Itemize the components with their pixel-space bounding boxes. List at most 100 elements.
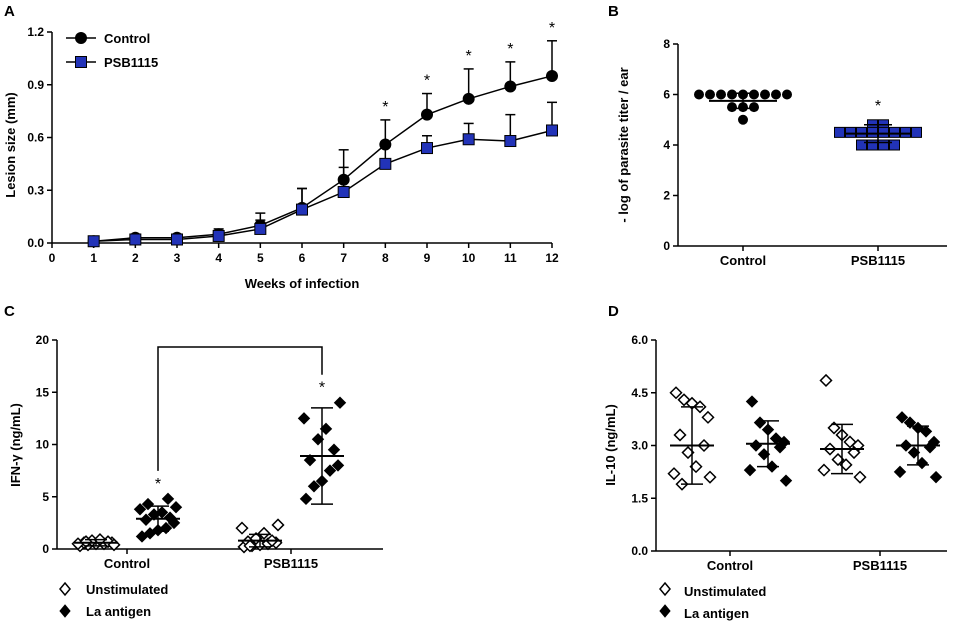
data-point-la-antigen (307, 480, 321, 493)
y-tick-label: 0 (663, 239, 670, 253)
y-tick-label: 0.0 (27, 236, 44, 250)
y-tick-label: 10 (36, 438, 50, 452)
y-tick-label: 1.5 (631, 491, 648, 505)
panel-c-ylabel: IFN-γ (ng/mL) (8, 403, 23, 487)
y-tick-label: 8 (663, 37, 670, 51)
data-point (834, 126, 845, 138)
significance-star: * (319, 380, 325, 397)
data-point-la-antigen (779, 474, 793, 487)
panel-a-x-ticks: 0 1 2 3 4 5 6 7 8 9 10 11 12 (49, 243, 559, 265)
data-point-la-antigen (893, 465, 907, 479)
data-point-control (379, 138, 392, 151)
panel-a-y-ticks: 0.0 0.3 0.6 0.9 1.2 (27, 25, 52, 250)
data-point (911, 126, 922, 138)
panel-c-label: C (4, 303, 15, 320)
data-point-unstimulated (819, 373, 833, 388)
data-point (727, 89, 737, 100)
panel-d-label: D (608, 303, 619, 320)
significance-star: * (549, 20, 555, 37)
data-point (705, 89, 715, 100)
filled-diamond-icon (659, 604, 671, 618)
data-point (878, 126, 889, 138)
data-point-la-antigen (929, 470, 943, 484)
y-tick-label: 3.0 (631, 439, 648, 453)
data-point-la-antigen (743, 463, 757, 477)
panel-b-x-ticks: Control PSB1115 (720, 246, 905, 268)
data-point (845, 126, 856, 138)
panel-c-legend: Unstimulated La antigen (59, 581, 168, 619)
data-point-la-antigen (753, 416, 767, 429)
y-tick-label: 6.0 (631, 333, 648, 347)
data-point (889, 139, 900, 151)
panel-c-plot: ** (71, 346, 347, 554)
legend-psb1115: PSB1115 (104, 55, 158, 70)
data-point (782, 89, 792, 100)
legend-la-antigen: La antigen (86, 604, 151, 619)
data-point-unstimulated (847, 445, 861, 460)
x-tick-label: 10 (462, 251, 476, 265)
x-tick-label: 6 (299, 251, 306, 265)
filled-diamond-icon (59, 604, 71, 618)
y-tick-label: 0 (42, 542, 49, 556)
panel-b-ylabel: - log of parasite titer / ear (616, 67, 631, 222)
panel-c-y-ticks: 0 5 10 15 20 (36, 333, 57, 556)
data-point-unstimulated (827, 421, 841, 435)
panel-b: B - log of parasite titer / ear 0 2 4 6 8 Co… (608, 3, 947, 268)
panel-d-y-ticks: 0.0 1.5 3.0 4.5 6.0 (631, 333, 656, 558)
data-point-unstimulated (667, 467, 681, 481)
x-tick-label: 4 (215, 251, 222, 265)
x-tick-label: 12 (545, 251, 559, 265)
x-tick-label: 3 (174, 251, 181, 265)
panel-d-ylabel: IL-10 (ng/mL) (603, 404, 618, 486)
y-tick-label: 5 (42, 490, 49, 504)
x-tick-label: Control (104, 556, 150, 571)
significance-star: * (466, 48, 472, 65)
x-tick-label: 8 (382, 251, 389, 265)
data-point (760, 89, 770, 100)
data-point-la-antigen (303, 453, 317, 467)
data-point-la-antigen (749, 439, 763, 452)
data-point-psb1115 (129, 233, 142, 246)
data-point (694, 89, 704, 100)
series-line-psb1115 (93, 129, 553, 242)
data-point-la-antigen (919, 425, 933, 438)
panel-c-x-ticks: Control PSB1115 (104, 549, 318, 571)
panel-b-label: B (608, 3, 619, 20)
x-tick-label: 5 (257, 251, 264, 265)
panel-a-plot: * * * * * (87, 20, 558, 248)
panel-d-plot (667, 373, 943, 491)
legend-unstimulated: Unstimulated (684, 584, 766, 599)
y-tick-label: 0.9 (27, 78, 44, 92)
x-tick-label: Control (720, 253, 766, 268)
data-point (856, 126, 867, 138)
data-point-psb1115 (337, 186, 350, 199)
data-point-unstimulated (235, 521, 249, 535)
data-point-psb1115 (379, 157, 392, 170)
data-point (889, 126, 900, 138)
x-tick-label: 7 (340, 251, 347, 265)
panel-a-label: A (4, 3, 15, 20)
data-point-psb1115 (504, 135, 517, 148)
x-tick-label: Control (707, 558, 753, 573)
data-point-unstimulated (817, 463, 831, 477)
data-point-unstimulated (673, 428, 687, 442)
legend-unstimulated: Unstimulated (86, 582, 168, 597)
significance-star: * (875, 98, 881, 115)
data-point (716, 89, 726, 100)
significance-bracket (157, 346, 323, 471)
y-tick-label: 15 (36, 385, 50, 399)
legend-control: Control (104, 31, 150, 46)
data-point-psb1115 (296, 203, 308, 216)
data-point-psb1115 (546, 124, 558, 137)
data-point (878, 139, 889, 151)
data-point (867, 139, 878, 151)
x-tick-label: 0 (49, 251, 56, 265)
x-tick-label: PSB1115 (853, 558, 907, 573)
data-point-la-antigen (299, 492, 313, 506)
panel-d: D IL-10 (ng/mL) 0.0 1.5 3.0 4.5 6.0 Control P… (603, 303, 947, 621)
data-point (727, 102, 737, 113)
y-tick-label: 0.6 (27, 131, 44, 145)
data-point-la-antigen (133, 503, 147, 516)
y-tick-label: 2 (663, 189, 670, 203)
